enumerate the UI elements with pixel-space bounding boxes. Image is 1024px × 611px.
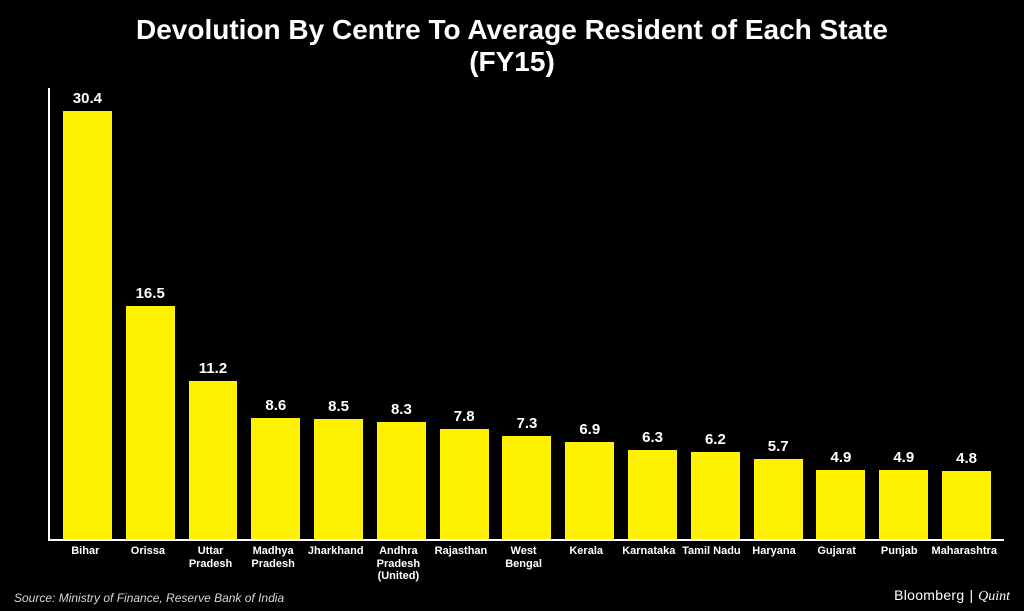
bar-value-label: 16.5 — [136, 285, 165, 302]
bar-slot: 11.2 — [182, 88, 245, 539]
title-line-2: (FY15) — [0, 46, 1024, 78]
bar-slot: 6.9 — [558, 88, 621, 539]
x-axis-label: Andhra Pradesh (United) — [367, 541, 430, 587]
bar-slot: 4.9 — [810, 88, 873, 539]
bar-value-label: 8.6 — [265, 397, 286, 414]
bar-slot: 16.5 — [119, 88, 182, 539]
title-line-1: Devolution By Centre To Average Resident… — [0, 14, 1024, 46]
x-axis-label: Bihar — [54, 541, 117, 587]
bar-value-label: 4.9 — [893, 449, 914, 466]
bar-rect — [816, 470, 865, 539]
bar-slot: 7.3 — [496, 88, 559, 539]
bar-rect — [377, 422, 426, 539]
bar-value-label: 11.2 — [199, 360, 227, 377]
x-axis-label: Rajasthan — [430, 541, 493, 587]
bar-value-label: 4.9 — [831, 449, 852, 466]
bar-slot: 7.8 — [433, 88, 496, 539]
brand-separator: | — [969, 587, 973, 603]
bars-container: 30.4 16.5 11.2 8.6 8.5 8.3 7.8 7.3 6.9 6.3 6.2 5.7 4… — [50, 88, 1004, 539]
bar-slot: 5.7 — [747, 88, 810, 539]
brand-credit: Bloomberg | Quint — [894, 587, 1010, 605]
bar-rect — [251, 418, 300, 539]
x-axis-label: Jharkhand — [304, 541, 367, 587]
bar-rect — [754, 459, 803, 539]
chart-area: (In Rupees Thousand) 30.416.511.28.68.58… — [48, 88, 1004, 541]
bar-slot: 30.4 — [56, 88, 119, 539]
bar-rect — [314, 419, 363, 539]
x-axis-label: Tamil Nadu — [680, 541, 743, 587]
x-axis-label: West Bengal — [492, 541, 555, 587]
bar-rect — [565, 442, 614, 539]
bar-rect — [628, 450, 677, 539]
bar-slot: 6.2 — [684, 88, 747, 539]
bar-rect — [879, 470, 928, 539]
x-axis-labels: BiharOrissaUttar PradeshMadhya PradeshJh… — [48, 541, 1004, 587]
x-axis-label: Punjab — [868, 541, 931, 587]
x-axis-label: Uttar Pradesh — [179, 541, 242, 587]
bar-value-label: 6.3 — [642, 429, 663, 446]
bar-slot: 8.3 — [370, 88, 433, 539]
bar-rect — [126, 306, 175, 539]
bar-value-label: 7.8 — [454, 408, 475, 425]
bar-value-label: 7.3 — [517, 415, 538, 432]
source-text: Source: Ministry of Finance, Reserve Ban… — [14, 591, 284, 605]
plot-area: 30.4 16.5 11.2 8.6 8.5 8.3 7.8 7.3 6.9 6.3 6.2 5.7 4… — [48, 88, 1004, 541]
x-axis-label: Gujarat — [805, 541, 868, 587]
bar-rect — [942, 471, 991, 539]
bar-value-label: 5.7 — [768, 438, 789, 455]
chart-title: Devolution By Centre To Average Resident… — [0, 0, 1024, 78]
bar-slot: 6.3 — [621, 88, 684, 539]
x-axis-label: Kerala — [555, 541, 618, 587]
bar-rect — [63, 111, 112, 539]
bar-slot: 4.9 — [872, 88, 935, 539]
x-axis-label: Orissa — [117, 541, 180, 587]
bar-value-label: 8.5 — [328, 398, 349, 415]
bar-value-label: 30.4 — [73, 90, 102, 107]
bar-value-label: 6.2 — [705, 431, 726, 448]
x-axis-label: Maharashtra — [931, 541, 998, 587]
x-axis-label: Karnataka — [617, 541, 680, 587]
bar-slot: 4.8 — [935, 88, 998, 539]
bar-rect — [502, 436, 551, 539]
bar-value-label: 6.9 — [579, 421, 600, 438]
x-axis-label: Madhya Pradesh — [242, 541, 305, 587]
x-axis-label: Haryana — [743, 541, 806, 587]
bar-value-label: 4.8 — [956, 450, 977, 467]
bar-slot: 8.6 — [244, 88, 307, 539]
bar-slot: 8.5 — [307, 88, 370, 539]
brand-bloomberg: Bloomberg — [894, 587, 964, 603]
footer: Source: Ministry of Finance, Reserve Ban… — [14, 587, 1010, 605]
bar-value-label: 8.3 — [391, 401, 412, 418]
bar-rect — [189, 381, 238, 539]
bar-rect — [691, 452, 740, 539]
bar-rect — [440, 429, 489, 539]
brand-quint: Quint — [978, 589, 1010, 604]
